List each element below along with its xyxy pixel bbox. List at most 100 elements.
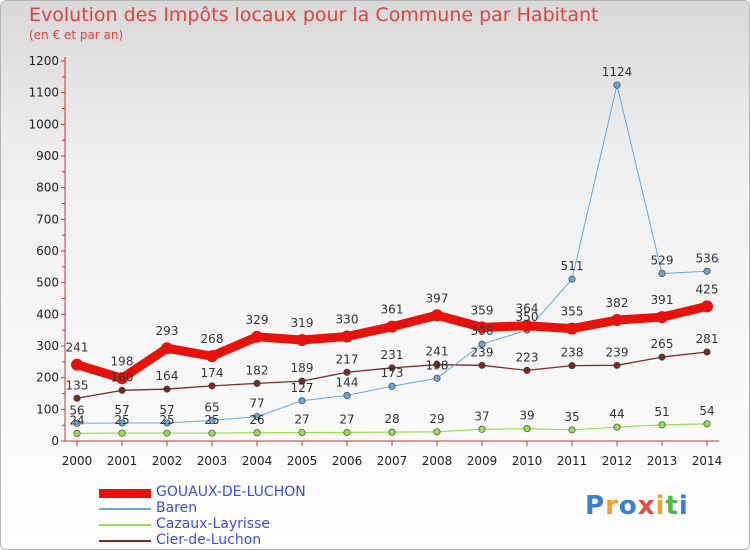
y-tick-label: 0	[51, 434, 59, 448]
data-point	[658, 353, 666, 361]
data-point	[343, 391, 351, 399]
data-point	[433, 361, 441, 369]
data-label: 144	[336, 375, 359, 389]
legend-item-baren: Baren	[99, 500, 399, 517]
data-point	[568, 275, 576, 283]
data-label: 173	[381, 366, 404, 380]
legend-label: GOUAUX-DE-LUCHON	[156, 484, 306, 500]
data-point	[208, 416, 216, 424]
data-label: 54	[699, 404, 714, 418]
chart-title: Evolution des Impôts locaux pour la Comm…	[29, 4, 599, 26]
data-label: 239	[606, 345, 629, 359]
data-label: 364	[516, 302, 539, 316]
legend-label: Baren	[156, 500, 198, 516]
data-label: 281	[696, 332, 719, 346]
data-label: 182	[246, 363, 269, 377]
data-label: 44	[609, 407, 624, 421]
series-points	[71, 81, 713, 437]
proxiti-logo: Proxiti	[585, 491, 689, 521]
data-label: 189	[291, 361, 314, 375]
data-label: 28	[384, 412, 399, 426]
legend-item-gouaux: GOUAUX-DE-LUCHON	[99, 484, 399, 501]
x-tick-label: 2005	[287, 454, 318, 468]
data-label: 127	[291, 381, 314, 395]
data-point	[566, 322, 578, 335]
data-label: 27	[339, 412, 354, 426]
data-point	[431, 309, 443, 322]
data-label: 27	[294, 412, 309, 426]
data-point	[296, 333, 308, 346]
legend-swatch-baren	[99, 508, 151, 510]
data-label: 306	[471, 324, 494, 338]
data-label: 265	[651, 337, 674, 351]
data-label: 268	[201, 332, 224, 346]
y-tick-label: 1000	[28, 117, 59, 131]
data-point	[116, 372, 128, 385]
data-label: 239	[471, 345, 494, 359]
y-tick-label: 100	[36, 402, 59, 416]
data-point	[433, 374, 441, 382]
data-label: 198	[111, 354, 134, 368]
data-point	[521, 319, 533, 332]
x-tick-label: 2006	[332, 454, 363, 468]
y-tick-label: 500	[36, 276, 59, 290]
data-point	[73, 419, 81, 427]
data-point	[703, 420, 711, 428]
data-label: 319	[291, 316, 314, 330]
data-point	[478, 340, 486, 348]
y-tick-label: 300	[36, 339, 59, 353]
data-point	[433, 428, 441, 436]
data-label: 39	[519, 409, 534, 423]
data-point	[118, 386, 126, 394]
data-label: 217	[336, 352, 359, 366]
data-label: 329	[246, 313, 269, 327]
y-tick-label: 400	[36, 307, 59, 321]
data-point	[163, 429, 171, 437]
data-point	[208, 382, 216, 390]
logo-letter: o	[618, 491, 638, 521]
data-point	[298, 397, 306, 405]
data-label: 37	[474, 409, 489, 423]
data-point	[388, 364, 396, 372]
y-tick-label: 900	[36, 149, 59, 163]
x-tick-label: 2007	[377, 454, 408, 468]
data-point	[613, 81, 621, 89]
x-tick-label: 2001	[107, 454, 138, 468]
x-tick-label: 2008	[422, 454, 453, 468]
x-tick-label: 2011	[557, 454, 588, 468]
data-label: 29	[429, 412, 444, 426]
data-point	[118, 419, 126, 427]
data-point	[251, 330, 263, 343]
logo-letter: x	[637, 491, 656, 521]
x-tick-label: 2010	[512, 454, 543, 468]
data-label: 536	[696, 251, 719, 265]
data-label: 529	[651, 253, 674, 267]
data-point	[568, 426, 576, 434]
data-label: 238	[561, 346, 584, 360]
chart-axes: 0 100 200 300 400 500 600 700 800 900 1000 1100 1200…	[28, 54, 722, 468]
data-point	[163, 385, 171, 393]
data-label: 330	[336, 313, 359, 327]
data-point	[298, 428, 306, 436]
x-tick-label: 2012	[602, 454, 633, 468]
data-label: 359	[471, 303, 494, 317]
data-point	[611, 314, 623, 327]
data-label: 24	[69, 413, 84, 427]
logo-letter: r	[605, 491, 619, 521]
legend-label: Cazaux-Layrisse	[156, 516, 271, 532]
data-label: 57	[114, 403, 129, 417]
data-point	[703, 348, 711, 356]
chart-subtitle: (en € et par an)	[29, 28, 124, 42]
logo-letter: t	[665, 491, 679, 521]
data-label: 164	[156, 369, 179, 383]
legend-swatch-gouaux	[99, 489, 151, 498]
data-label: 25	[114, 413, 129, 427]
data-point	[656, 311, 668, 324]
logo-letter: i	[655, 491, 666, 521]
data-point	[73, 429, 81, 437]
data-point	[388, 382, 396, 390]
data-point	[73, 394, 81, 402]
data-label: 223	[516, 350, 539, 364]
x-tick-label: 2002	[152, 454, 183, 468]
data-label: 135	[66, 378, 89, 392]
